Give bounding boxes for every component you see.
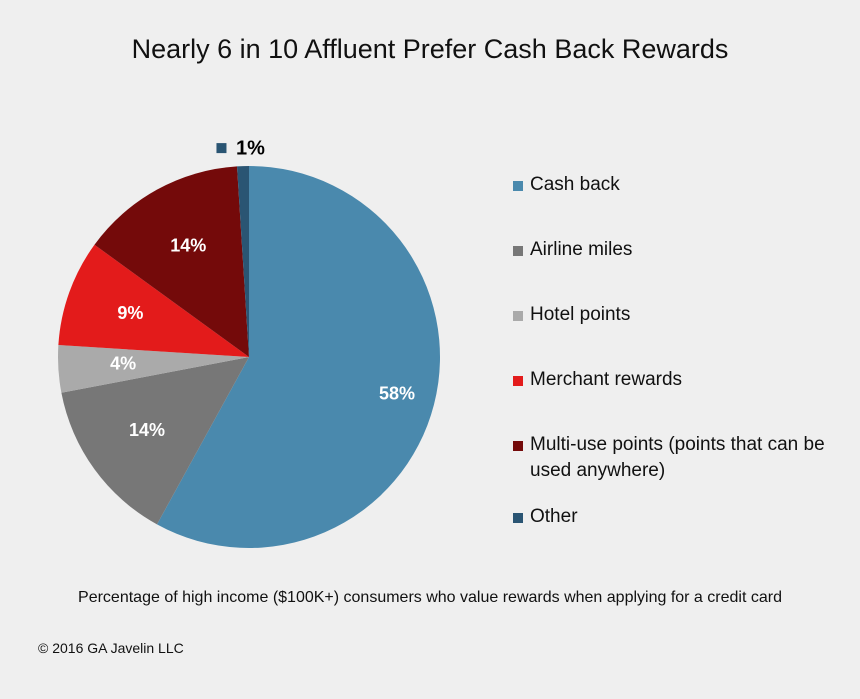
legend-swatch	[513, 311, 523, 321]
legend-swatch	[513, 441, 523, 451]
data-label-hotel-points: 4%	[110, 354, 136, 374]
legend-swatch	[513, 513, 523, 523]
chart-caption: Percentage of high income ($100K+) consu…	[78, 589, 782, 606]
legend-label: Merchant rewards	[530, 369, 683, 390]
pie-slice-airline-miles	[61, 357, 250, 525]
pie-slice-merchant-rewards	[58, 244, 250, 357]
legend-swatch	[513, 376, 523, 386]
data-label-cash-back: 58%	[379, 384, 415, 404]
chart-title: Nearly 6 in 10 Affluent Prefer Cash Back…	[131, 34, 729, 64]
legend-item-cash-back: Cash back	[513, 172, 830, 198]
legend-item-merchant-rewards: Merchant rewards	[513, 367, 830, 393]
data-label-airline-miles: 14%	[129, 420, 165, 440]
legend-item-airline-miles: Airline miles	[513, 237, 830, 263]
copyright-notice: © 2016 GA Javelin LLC	[38, 640, 184, 656]
legend: Cash back Airline miles Hotel points Mer…	[513, 172, 830, 569]
data-label-marker	[216, 143, 227, 154]
data-label-other: 1%	[236, 137, 265, 159]
legend-label: Other	[530, 506, 578, 527]
legend-label: Cash back	[530, 174, 620, 195]
legend-label: Multi-use points (points that can be use…	[530, 434, 825, 481]
legend-item-hotel-points: Hotel points	[513, 302, 830, 328]
data-label-merchant-rewards: 9%	[117, 303, 143, 323]
pie-slice-cash-back	[156, 166, 440, 548]
legend-label: Airline miles	[530, 239, 633, 260]
pie-slice-multi-use-points-points-that-can-be-used-anywhere	[94, 166, 249, 357]
pie-slice-hotel-points	[58, 345, 250, 393]
legend-swatch	[513, 246, 523, 256]
legend-item-multi-use-points: Multi-use points (points that can be use…	[513, 432, 830, 484]
data-label-multi-use-points-points-that-can-be-used-anywhere: 14%	[170, 235, 206, 255]
legend-item-other: Other	[513, 504, 830, 530]
legend-swatch	[513, 181, 523, 191]
pie-slice-other	[237, 166, 249, 357]
legend-label: Hotel points	[530, 304, 631, 325]
